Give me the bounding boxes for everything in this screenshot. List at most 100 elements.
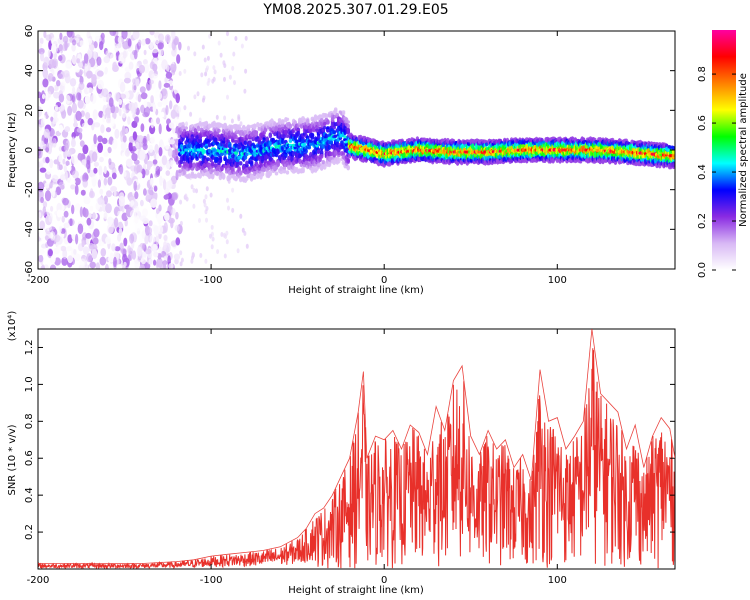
heatmap-cell [155, 165, 161, 176]
heatmap-cell [66, 31, 73, 38]
heatmap-cell [118, 195, 126, 207]
heatmap-cell [326, 119, 330, 125]
heatmap-cell [144, 168, 150, 176]
heatmap-cell [163, 82, 171, 88]
heatmap-cell [225, 230, 229, 236]
heatmap-cell [347, 154, 352, 159]
heatmap-cell [178, 71, 182, 76]
heatmap-cell [90, 103, 96, 111]
heatmap-cell [149, 177, 153, 186]
heatmap-cell [257, 126, 262, 131]
heatmap-cell [49, 158, 54, 169]
heatmap-cell [183, 68, 187, 74]
heatmap-cell [172, 132, 178, 139]
heatmap-cell [200, 72, 204, 78]
heatmap-cell [40, 196, 44, 204]
heatmap-cell [97, 179, 101, 188]
heatmap-cell [165, 170, 171, 176]
heatmap-cell [274, 171, 279, 176]
heatmap-cell [152, 159, 158, 165]
heatmap-cell [87, 212, 92, 219]
heatmap-cell [105, 236, 112, 245]
heatmap-cell [75, 110, 82, 121]
heatmap-cell [175, 211, 179, 220]
heatmap-cell [142, 137, 147, 144]
heatmap-cell [333, 134, 338, 138]
heatmap-cell [252, 175, 257, 180]
heatmap-cell [67, 234, 73, 244]
heatmap-cell [187, 142, 192, 149]
heatmap-cell [72, 86, 76, 94]
heatmap-cell [142, 143, 148, 151]
heatmap-cell [125, 158, 133, 167]
heatmap-cell [262, 137, 266, 143]
heatmap-cell [64, 126, 71, 133]
heatmap-cell [192, 188, 196, 193]
heatmap-cell [182, 169, 187, 176]
heatmap-cell [141, 230, 146, 239]
heatmap-cell [108, 97, 114, 108]
heatmap-cell [288, 123, 293, 129]
heatmap-cell [61, 109, 67, 119]
heatmap-cell [231, 187, 235, 193]
heatmap-cell [244, 35, 248, 41]
heatmap-cell [217, 40, 221, 46]
heatmap-cell [281, 126, 285, 131]
heatmap-cell [346, 128, 351, 134]
heatmap-cell [211, 236, 215, 242]
heatmap-cell [295, 139, 299, 144]
heatmap-cell [203, 202, 207, 208]
heatmap-cell [77, 99, 84, 109]
heatmap-cell [163, 234, 168, 241]
heatmap-cell [175, 155, 179, 165]
heatmap-cell [225, 239, 229, 245]
heatmap-cell [244, 68, 248, 74]
heatmap-cell [105, 127, 112, 133]
heatmap-cell [277, 118, 282, 123]
heatmap-cell [116, 264, 122, 269]
heatmap-cell [196, 125, 201, 132]
heatmap-cell [315, 128, 319, 132]
heatmap-cell [138, 64, 145, 74]
heatmap-cell [45, 34, 52, 41]
heatmap-cell [85, 38, 93, 46]
heatmap-cell [234, 139, 238, 144]
heatmap-cell [282, 166, 287, 170]
heatmap-cell [89, 205, 94, 212]
heatmap-cell [156, 213, 164, 224]
heatmap-cell [110, 104, 116, 114]
heatmap-cell [189, 163, 193, 169]
heatmap-cell [301, 168, 305, 173]
heatmap-cell [228, 74, 232, 80]
heatmap-cell [323, 126, 327, 130]
heatmap-cell [91, 175, 98, 185]
heatmap-cell [129, 209, 137, 218]
heatmap-cell [159, 48, 164, 56]
heatmap-cell [165, 181, 172, 191]
heatmap-cell [148, 220, 153, 227]
heatmap-cell [51, 43, 57, 55]
heatmap-cell [210, 173, 215, 179]
heatmap-cell [85, 112, 91, 120]
heatmap-cell [243, 88, 247, 94]
heatmap-cell [268, 132, 273, 139]
heatmap-cell [173, 84, 181, 95]
heatmap-cell [122, 135, 127, 143]
heatmap-cell [276, 148, 280, 155]
heatmap-cell [152, 104, 157, 113]
heatmap-cell [71, 95, 75, 103]
heatmap-cell [79, 206, 83, 218]
heatmap-cell [85, 232, 92, 239]
heatmap-cell [53, 111, 58, 119]
heatmap-cell [48, 59, 56, 69]
heatmap-cell [165, 71, 173, 79]
heatmap-cell [114, 92, 120, 102]
heatmap-cell [143, 188, 147, 196]
heatmap-cell [45, 147, 50, 153]
heatmap-cell [46, 225, 52, 232]
heatmap-cell [157, 33, 165, 42]
heatmap-cell [62, 158, 66, 165]
heatmap-cell [226, 31, 229, 37]
heatmap-cell [135, 141, 140, 149]
heatmap-cell [81, 122, 89, 129]
